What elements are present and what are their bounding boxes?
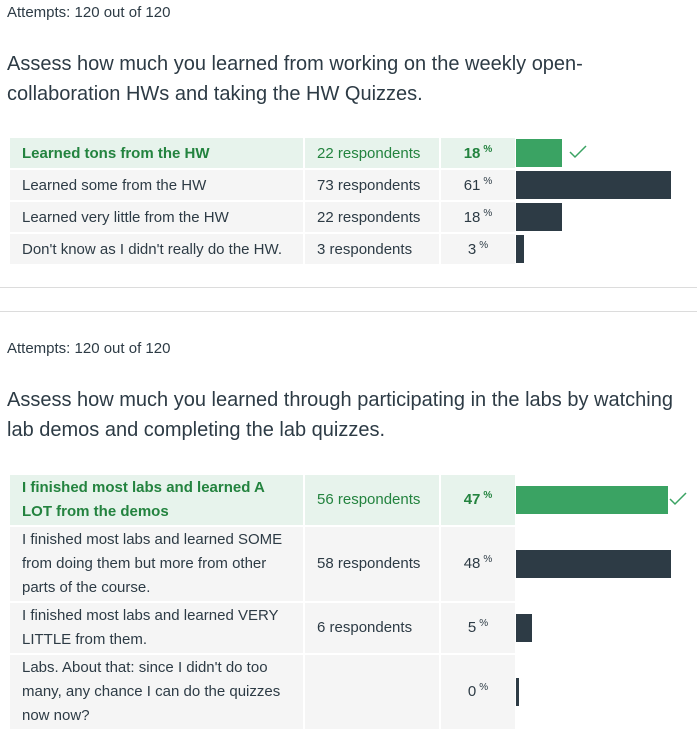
percent-value: 18% bbox=[441, 138, 515, 168]
correct-check-icon bbox=[569, 145, 587, 159]
percent-value: 48% bbox=[441, 527, 515, 601]
answer-row: I finished most labs and learned SOME fr… bbox=[10, 527, 515, 601]
percent-value: 18% bbox=[441, 202, 515, 232]
result-bar bbox=[516, 203, 562, 231]
respondent-count: 22 respondents bbox=[305, 138, 439, 168]
percent-value: 3% bbox=[441, 234, 515, 264]
result-bar bbox=[516, 678, 519, 706]
answer-label: Don't know as I didn't really do the HW. bbox=[10, 234, 303, 264]
attempts-count: Attempts: 120 out of 120 bbox=[7, 340, 171, 357]
result-bar bbox=[516, 550, 671, 578]
respondent-count: 6 respondents bbox=[305, 603, 439, 653]
percent-value: 47% bbox=[441, 475, 515, 525]
percent-value: 0% bbox=[441, 655, 515, 729]
question-text: Assess how much you learned through part… bbox=[7, 389, 673, 441]
answer-row: Labs. About that: since I didn't do too … bbox=[10, 655, 515, 729]
answer-row: I finished most labs and learned A LOT f… bbox=[10, 475, 515, 525]
correct-check-icon bbox=[669, 492, 687, 506]
divider bbox=[0, 311, 697, 312]
attempts-count: Attempts: 120 out of 120 bbox=[7, 4, 171, 21]
respondent-count: 73 respondents bbox=[305, 170, 439, 200]
result-bar bbox=[516, 171, 671, 199]
respondent-count: 58 respondents bbox=[305, 527, 439, 601]
answer-row: Learned very little from the HW 22 respo… bbox=[10, 202, 515, 232]
answer-row: Don't know as I didn't really do the HW.… bbox=[10, 234, 515, 264]
answer-label: Learned tons from the HW bbox=[10, 138, 303, 168]
respondent-count: 56 respondents bbox=[305, 475, 439, 525]
answer-row: Learned tons from the HW 22 respondents … bbox=[10, 138, 515, 168]
result-bar bbox=[516, 614, 532, 642]
result-bar bbox=[516, 235, 524, 263]
respondent-count: 22 respondents bbox=[305, 202, 439, 232]
answer-label: Learned very little from the HW bbox=[10, 202, 303, 232]
answer-label: Learned some from the HW bbox=[10, 170, 303, 200]
answer-row: Learned some from the HW 73 respondents … bbox=[10, 170, 515, 200]
result-bar bbox=[516, 486, 668, 514]
question-text: Assess how much you learned from working… bbox=[7, 53, 583, 105]
answer-label: I finished most labs and learned A LOT f… bbox=[10, 475, 303, 525]
answer-row: I finished most labs and learned VERY LI… bbox=[10, 603, 515, 653]
answer-label: Labs. About that: since I didn't do too … bbox=[10, 655, 303, 729]
divider bbox=[0, 287, 697, 288]
percent-value: 61% bbox=[441, 170, 515, 200]
answer-label: I finished most labs and learned VERY LI… bbox=[10, 603, 303, 653]
respondent-count: 3 respondents bbox=[305, 234, 439, 264]
answer-label: I finished most labs and learned SOME fr… bbox=[10, 527, 303, 601]
result-bar bbox=[516, 139, 562, 167]
respondent-count bbox=[305, 655, 439, 729]
percent-value: 5% bbox=[441, 603, 515, 653]
